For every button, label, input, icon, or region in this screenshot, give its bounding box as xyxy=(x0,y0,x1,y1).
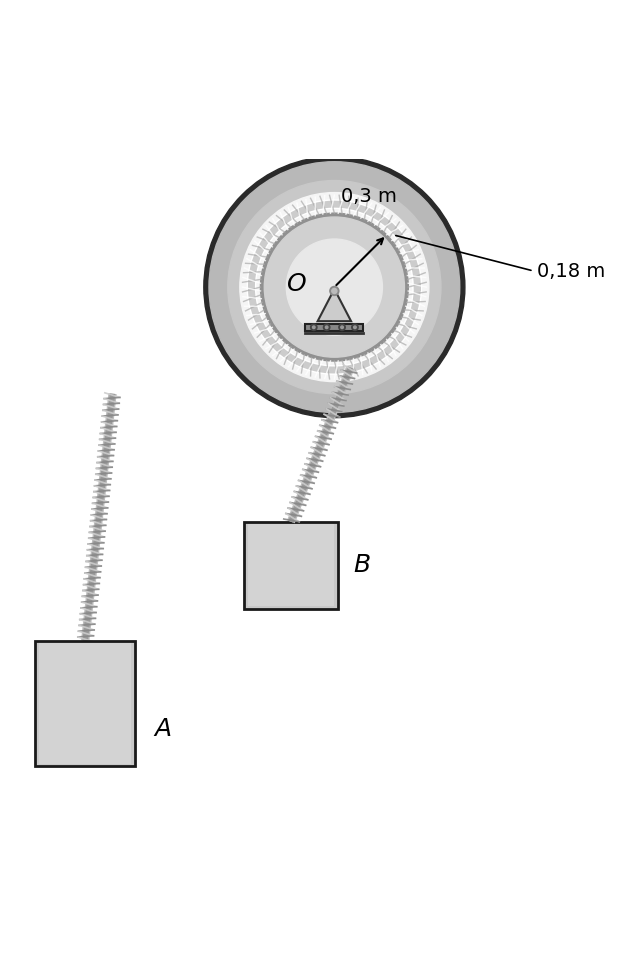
Circle shape xyxy=(204,156,465,418)
FancyBboxPatch shape xyxy=(35,640,135,766)
Circle shape xyxy=(341,326,343,328)
Polygon shape xyxy=(318,289,351,322)
Circle shape xyxy=(240,193,429,382)
Circle shape xyxy=(325,326,328,328)
Circle shape xyxy=(330,286,339,296)
Circle shape xyxy=(260,213,408,361)
FancyBboxPatch shape xyxy=(39,643,131,763)
Circle shape xyxy=(209,161,460,413)
Text: B: B xyxy=(354,553,371,577)
Text: 0,3 m: 0,3 m xyxy=(341,187,397,206)
Circle shape xyxy=(339,324,345,330)
Text: O: O xyxy=(287,272,307,296)
Circle shape xyxy=(352,324,358,330)
Circle shape xyxy=(264,217,404,357)
Text: A: A xyxy=(154,716,172,740)
Circle shape xyxy=(332,288,337,294)
Circle shape xyxy=(228,180,441,394)
Circle shape xyxy=(323,324,330,330)
Circle shape xyxy=(312,326,315,328)
FancyBboxPatch shape xyxy=(244,522,338,609)
FancyBboxPatch shape xyxy=(305,324,363,331)
Text: 0,18 m: 0,18 m xyxy=(537,261,605,280)
Circle shape xyxy=(311,324,317,330)
FancyBboxPatch shape xyxy=(248,524,334,606)
Circle shape xyxy=(286,239,383,335)
Circle shape xyxy=(354,326,356,328)
